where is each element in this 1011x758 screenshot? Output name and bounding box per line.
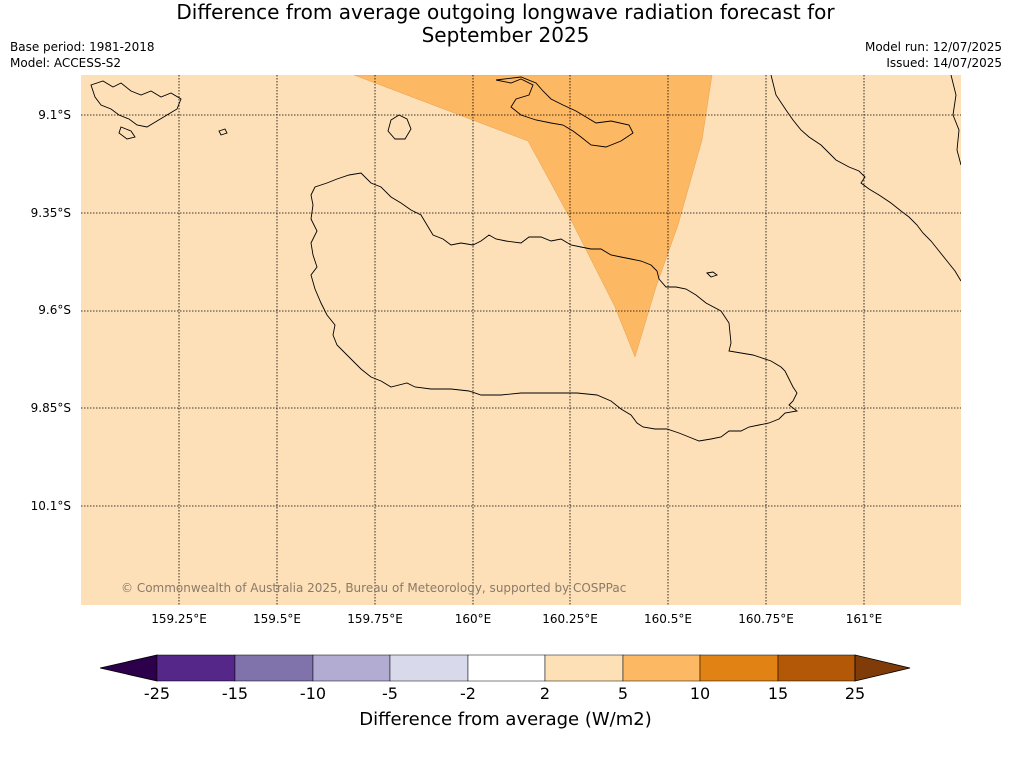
colorbar-tick-9: 15: [767, 684, 789, 703]
colorbar-tick-6: 2: [539, 684, 551, 703]
colorbar-bin-8: [699, 654, 779, 682]
colorbar: [100, 654, 911, 682]
coastline-small-islet-1: [118, 126, 136, 140]
lon-label-8: 161°E: [845, 612, 883, 626]
map-background: [81, 75, 961, 605]
coastline-nw-islands: [90, 80, 182, 128]
lon-label-6: 160.5°E: [644, 612, 692, 626]
colorbar-bin-3: [312, 654, 391, 682]
copyright-notice: © Commonwealth of Australia 2025, Bureau…: [121, 581, 626, 595]
model-run: Model run: 12/07/2025: [864, 40, 1002, 54]
coastline-florida-islands: [495, 76, 634, 148]
model-name: Model: ACCESS-S2: [10, 56, 122, 70]
coastline-savo: [387, 114, 412, 140]
lat-label-5: 10.1°S: [30, 499, 71, 513]
lon-label-3: 159.75°E: [347, 612, 403, 626]
lon-label-7: 160.75°E: [738, 612, 794, 626]
coastlines: [90, 75, 961, 442]
colorbar-extend-max: [854, 654, 911, 682]
chart-title-line2: September 2025: [421, 23, 590, 47]
lat-label-3: 9.6°S: [38, 303, 71, 317]
colorbar-title: Difference from average (W/m2): [359, 709, 652, 730]
anomaly-region: [353, 75, 713, 358]
colorbar-bin-4: [389, 654, 469, 682]
colorbar-tick-3: -10: [299, 684, 327, 703]
colorbar-tick-4: -5: [382, 684, 398, 703]
colorbar-tick-5: -2: [460, 684, 476, 703]
colorbar-bin-6: [544, 654, 624, 682]
colorbar-bin-5: [467, 654, 546, 682]
coastline-malaita-east: [950, 75, 961, 166]
colorbar-tick-10: 25: [844, 684, 866, 703]
coastline-malaita: [770, 75, 961, 282]
coastline-small-islet-3: [218, 128, 228, 136]
coastline-guadalcanal: [310, 172, 799, 442]
lon-label-2: 159.5°E: [253, 612, 301, 626]
colorbar-tick-1: -25: [143, 684, 171, 703]
colorbar-bin-7: [622, 654, 701, 682]
forecast-map: © Commonwealth of Australia 2025, Bureau…: [81, 75, 961, 605]
colorbar-bin-9: [777, 654, 856, 682]
gridlines: [81, 75, 961, 605]
colorbar-bin-2: [234, 654, 314, 682]
colorbar-extend-min: [100, 654, 158, 682]
base-period: Base period: 1981-2018: [10, 40, 155, 54]
colorbar-tick-8: 10: [689, 684, 711, 703]
lon-label-1: 159.25°E: [151, 612, 207, 626]
lat-label-1: 9.1°S: [38, 108, 71, 122]
issued-date: Issued: 14/07/2025: [886, 56, 1002, 70]
lon-label-5: 160.25°E: [542, 612, 598, 626]
lon-label-4: 160°E: [454, 612, 492, 626]
chart-title-line1: Difference from average outgoing longwav…: [176, 0, 835, 24]
lat-label-2: 9.35°S: [30, 206, 71, 220]
colorbar-tick-7: 5: [617, 684, 629, 703]
colorbar-bin-1: [156, 654, 236, 682]
lat-label-4: 9.85°S: [30, 401, 71, 415]
coastline-small-islet-2: [706, 271, 718, 278]
colorbar-tick-2: -15: [221, 684, 249, 703]
